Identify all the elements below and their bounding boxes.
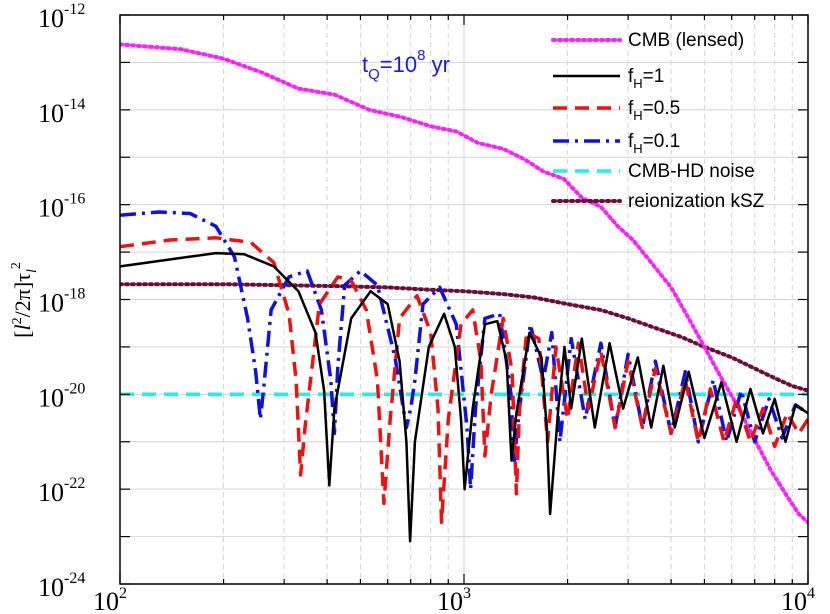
series-line-f-h-0-5	[120, 236, 808, 525]
legend-entry: reionization kSZ	[628, 191, 765, 212]
series-line-reionization-ksz	[120, 282, 808, 393]
y-tick-label: 10-16	[38, 191, 85, 223]
ylabel-l-sup: 2	[10, 317, 25, 324]
y-tick-label: 10-18	[38, 286, 85, 318]
ylabel-tau-sup: 2	[9, 262, 24, 269]
annot-sup: 8	[417, 47, 425, 64]
legend: CMB (lensed) fH=1 fH=0.5 fH=0.1 CMB-HD noise…	[551, 30, 765, 212]
series-layer	[120, 42, 808, 543]
y-tick-label: 10-12	[38, 1, 85, 33]
annot-sub: Q	[368, 66, 380, 83]
legend-entry: CMB (lensed)	[628, 30, 744, 51]
x-tick-label: 104	[781, 585, 815, 614]
legend-entry: fH=0.1	[628, 131, 680, 156]
annot-base: t	[362, 52, 368, 77]
y-tick-label: 10-14	[38, 96, 85, 128]
y-tick-label: 10-20	[38, 380, 85, 412]
annot-eq: =10	[380, 52, 417, 77]
x-tick-label: 103	[437, 585, 471, 614]
annot-tail: yr	[425, 52, 449, 77]
legend-entry: fH=0.5	[628, 98, 680, 123]
legend-entry: fH=1	[628, 66, 664, 91]
ylabel-mid: /2π]τ	[10, 273, 35, 318]
x-tick-label: 102	[93, 585, 127, 614]
grid	[120, 15, 808, 584]
series-line-f-h-1	[120, 251, 808, 543]
y-tick-label: 10-24	[38, 570, 85, 602]
y-tick-label: 10-22	[38, 475, 85, 507]
axis-ticks: 102 103 104 10-12 10-14 10-16 10-18 10-20 10-22 1…	[38, 1, 815, 614]
legend-entry: CMB-HD noise	[628, 161, 755, 182]
ylabel-l: l	[10, 324, 35, 330]
series-line-f-h-0-1	[120, 210, 808, 491]
tq-annotation: tQ=108 yr	[362, 47, 450, 83]
y-axis-label: [l2/2π]τl2	[9, 262, 40, 338]
ylabel-tau-sub: l	[25, 269, 40, 273]
ylabel-open: [	[10, 331, 35, 338]
